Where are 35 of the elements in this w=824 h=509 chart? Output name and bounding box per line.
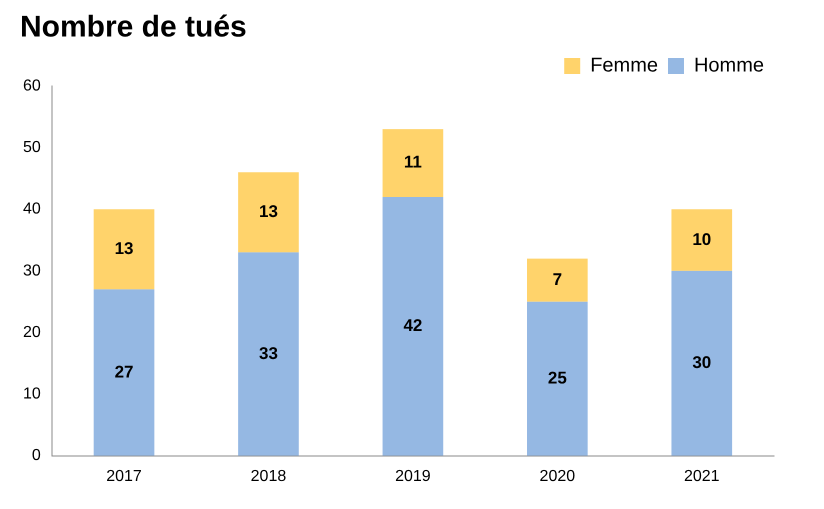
data-label: 13 <box>258 202 278 222</box>
data-label: 33 <box>258 344 278 363</box>
x-tick-label: 2021 <box>684 468 720 485</box>
x-tick-label: 2017 <box>106 468 142 485</box>
bar <box>238 172 299 252</box>
x-tick-label: 2020 <box>540 468 576 485</box>
bar <box>527 302 588 456</box>
y-tick-label: 40 <box>23 200 41 218</box>
data-label: 25 <box>548 368 567 388</box>
data-label: 27 <box>114 362 134 382</box>
bar <box>671 209 732 271</box>
bar <box>238 252 299 456</box>
y-tick-label: 50 <box>23 139 41 156</box>
bar <box>382 129 444 197</box>
y-tick-label: 10 <box>23 386 41 403</box>
data-label: 42 <box>403 316 422 336</box>
y-tick-label: 30 <box>23 262 41 280</box>
data-label: 7 <box>552 270 562 289</box>
y-tick-label: 60 <box>23 77 41 94</box>
y-tick-label: 20 <box>23 324 41 341</box>
x-tick-label: 2018 <box>250 468 286 485</box>
bar <box>527 258 588 302</box>
bar <box>94 289 154 456</box>
bar <box>382 196 444 456</box>
chart-title: Nombre de tués <box>20 10 247 44</box>
bar <box>671 270 732 456</box>
data-label: 13 <box>114 239 134 258</box>
data-label: 11 <box>404 152 422 172</box>
data-label: 30 <box>692 353 712 372</box>
bar <box>94 209 154 290</box>
y-tick-label: 0 <box>32 447 41 464</box>
legend-label: Homme <box>694 54 764 77</box>
x-tick-label: 2019 <box>395 468 431 485</box>
legend-label: Femme <box>590 54 658 77</box>
data-label: 10 <box>692 230 712 249</box>
